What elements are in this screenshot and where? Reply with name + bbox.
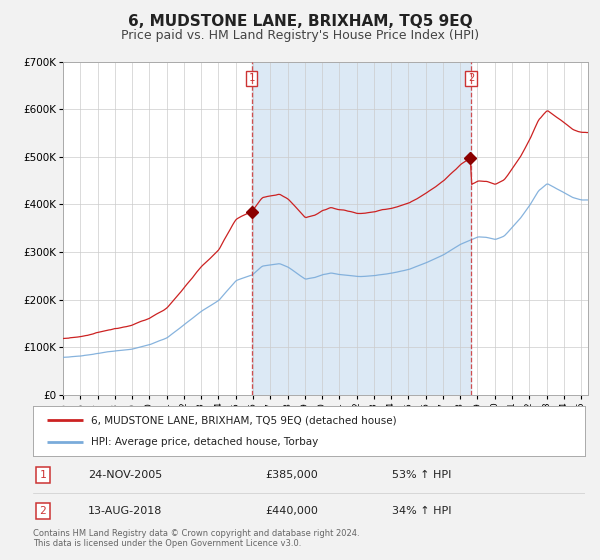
Text: 1: 1 bbox=[248, 73, 255, 83]
Text: Price paid vs. HM Land Registry's House Price Index (HPI): Price paid vs. HM Land Registry's House … bbox=[121, 29, 479, 42]
Text: HPI: Average price, detached house, Torbay: HPI: Average price, detached house, Torb… bbox=[91, 437, 318, 447]
Text: 2: 2 bbox=[40, 506, 46, 516]
Text: £440,000: £440,000 bbox=[265, 506, 318, 516]
Text: This data is licensed under the Open Government Licence v3.0.: This data is licensed under the Open Gov… bbox=[33, 539, 301, 548]
Text: 1: 1 bbox=[40, 470, 46, 480]
Text: 13-AUG-2018: 13-AUG-2018 bbox=[88, 506, 163, 516]
Text: Contains HM Land Registry data © Crown copyright and database right 2024.: Contains HM Land Registry data © Crown c… bbox=[33, 529, 359, 538]
Text: 6, MUDSTONE LANE, BRIXHAM, TQ5 9EQ (detached house): 6, MUDSTONE LANE, BRIXHAM, TQ5 9EQ (deta… bbox=[91, 415, 397, 425]
Text: 53% ↑ HPI: 53% ↑ HPI bbox=[392, 470, 451, 480]
Text: 24-NOV-2005: 24-NOV-2005 bbox=[88, 470, 163, 480]
Text: £385,000: £385,000 bbox=[265, 470, 317, 480]
Text: 6, MUDSTONE LANE, BRIXHAM, TQ5 9EQ: 6, MUDSTONE LANE, BRIXHAM, TQ5 9EQ bbox=[128, 14, 472, 29]
Text: 2: 2 bbox=[468, 73, 474, 83]
Text: 34% ↑ HPI: 34% ↑ HPI bbox=[392, 506, 451, 516]
Bar bbox=[251, 62, 471, 395]
